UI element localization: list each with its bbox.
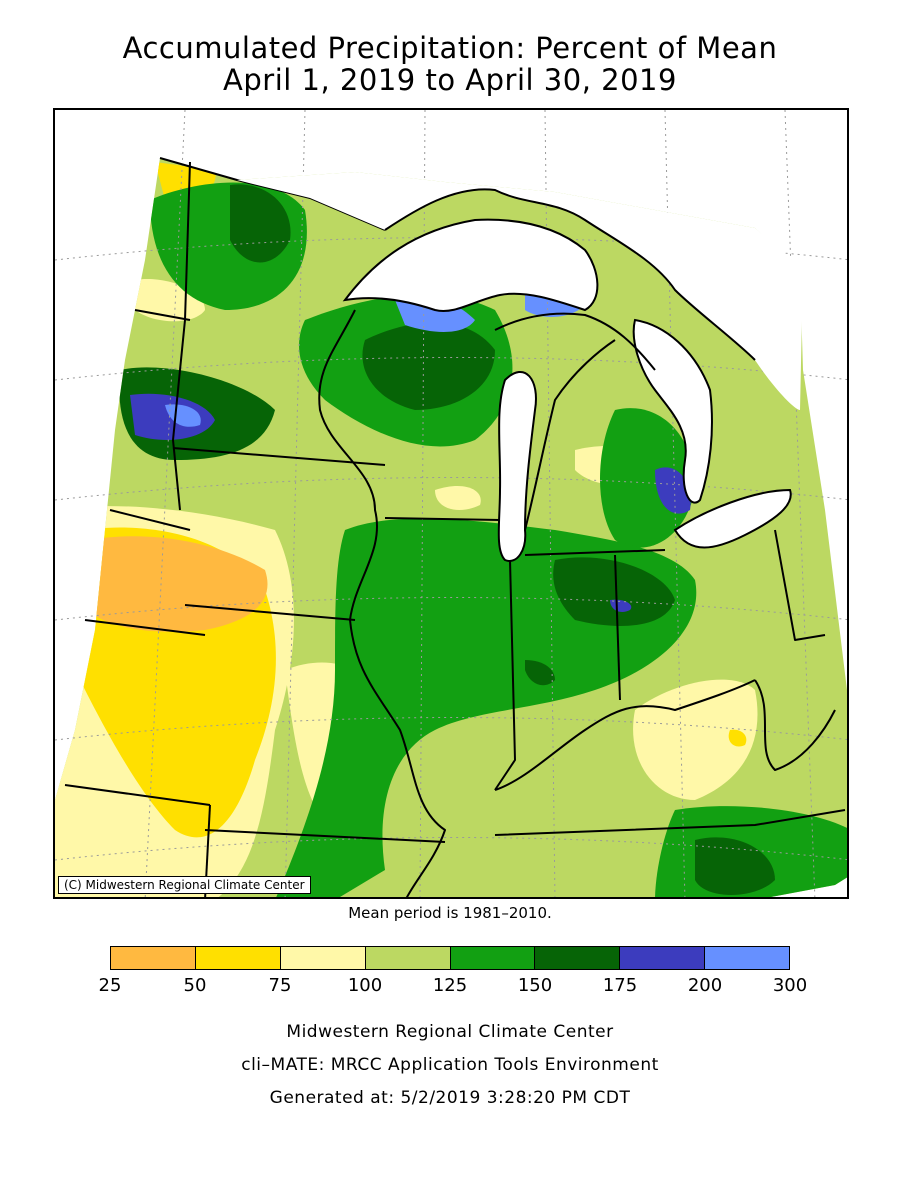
legend-tick-label: 125 — [432, 975, 468, 996]
legend-swatch-150-175 — [535, 947, 621, 969]
footer-tool: cli–MATE: MRCC Application Tools Environ… — [241, 1055, 659, 1075]
copyright-label: (C) Midwestern Regional Climate Center — [58, 876, 311, 894]
precipitation-map: (C) Midwestern Regional Climate Center — [53, 108, 849, 899]
legend-swatch-50-75 — [195, 947, 281, 969]
legend-swatch-100-125 — [365, 947, 451, 969]
legend-swatch-175-200 — [620, 947, 706, 969]
legend-tick-label: 25 — [98, 975, 122, 996]
legend-tick-label: 100 — [347, 975, 383, 996]
legend-swatch-125-150 — [450, 947, 536, 969]
footer-generated: Generated at: 5/2/2019 3:28:20 PM CDT — [269, 1088, 631, 1108]
legend-tick-label: 300 — [772, 975, 808, 996]
legend-tick-label: 150 — [517, 975, 553, 996]
color-legend — [110, 946, 790, 970]
mean-period-note: Mean period is 1981–2010. — [348, 904, 552, 922]
legend-swatch-75-100 — [280, 947, 366, 969]
footer-org: Midwestern Regional Climate Center — [286, 1022, 614, 1042]
map-canvas — [55, 110, 847, 897]
legend-swatch-25-50 — [111, 947, 196, 969]
legend-tick-label: 50 — [183, 975, 207, 996]
legend-swatch-200-300 — [705, 947, 789, 969]
legend-tick-label: 75 — [268, 975, 292, 996]
map-title-line1: Accumulated Precipitation: Percent of Me… — [122, 31, 778, 65]
map-title-line2: April 1, 2019 to April 30, 2019 — [223, 63, 677, 97]
legend-tick-label: 175 — [602, 975, 638, 996]
graticule — [55, 110, 847, 897]
legend-tick-label: 200 — [687, 975, 723, 996]
great-lakes — [342, 218, 792, 562]
